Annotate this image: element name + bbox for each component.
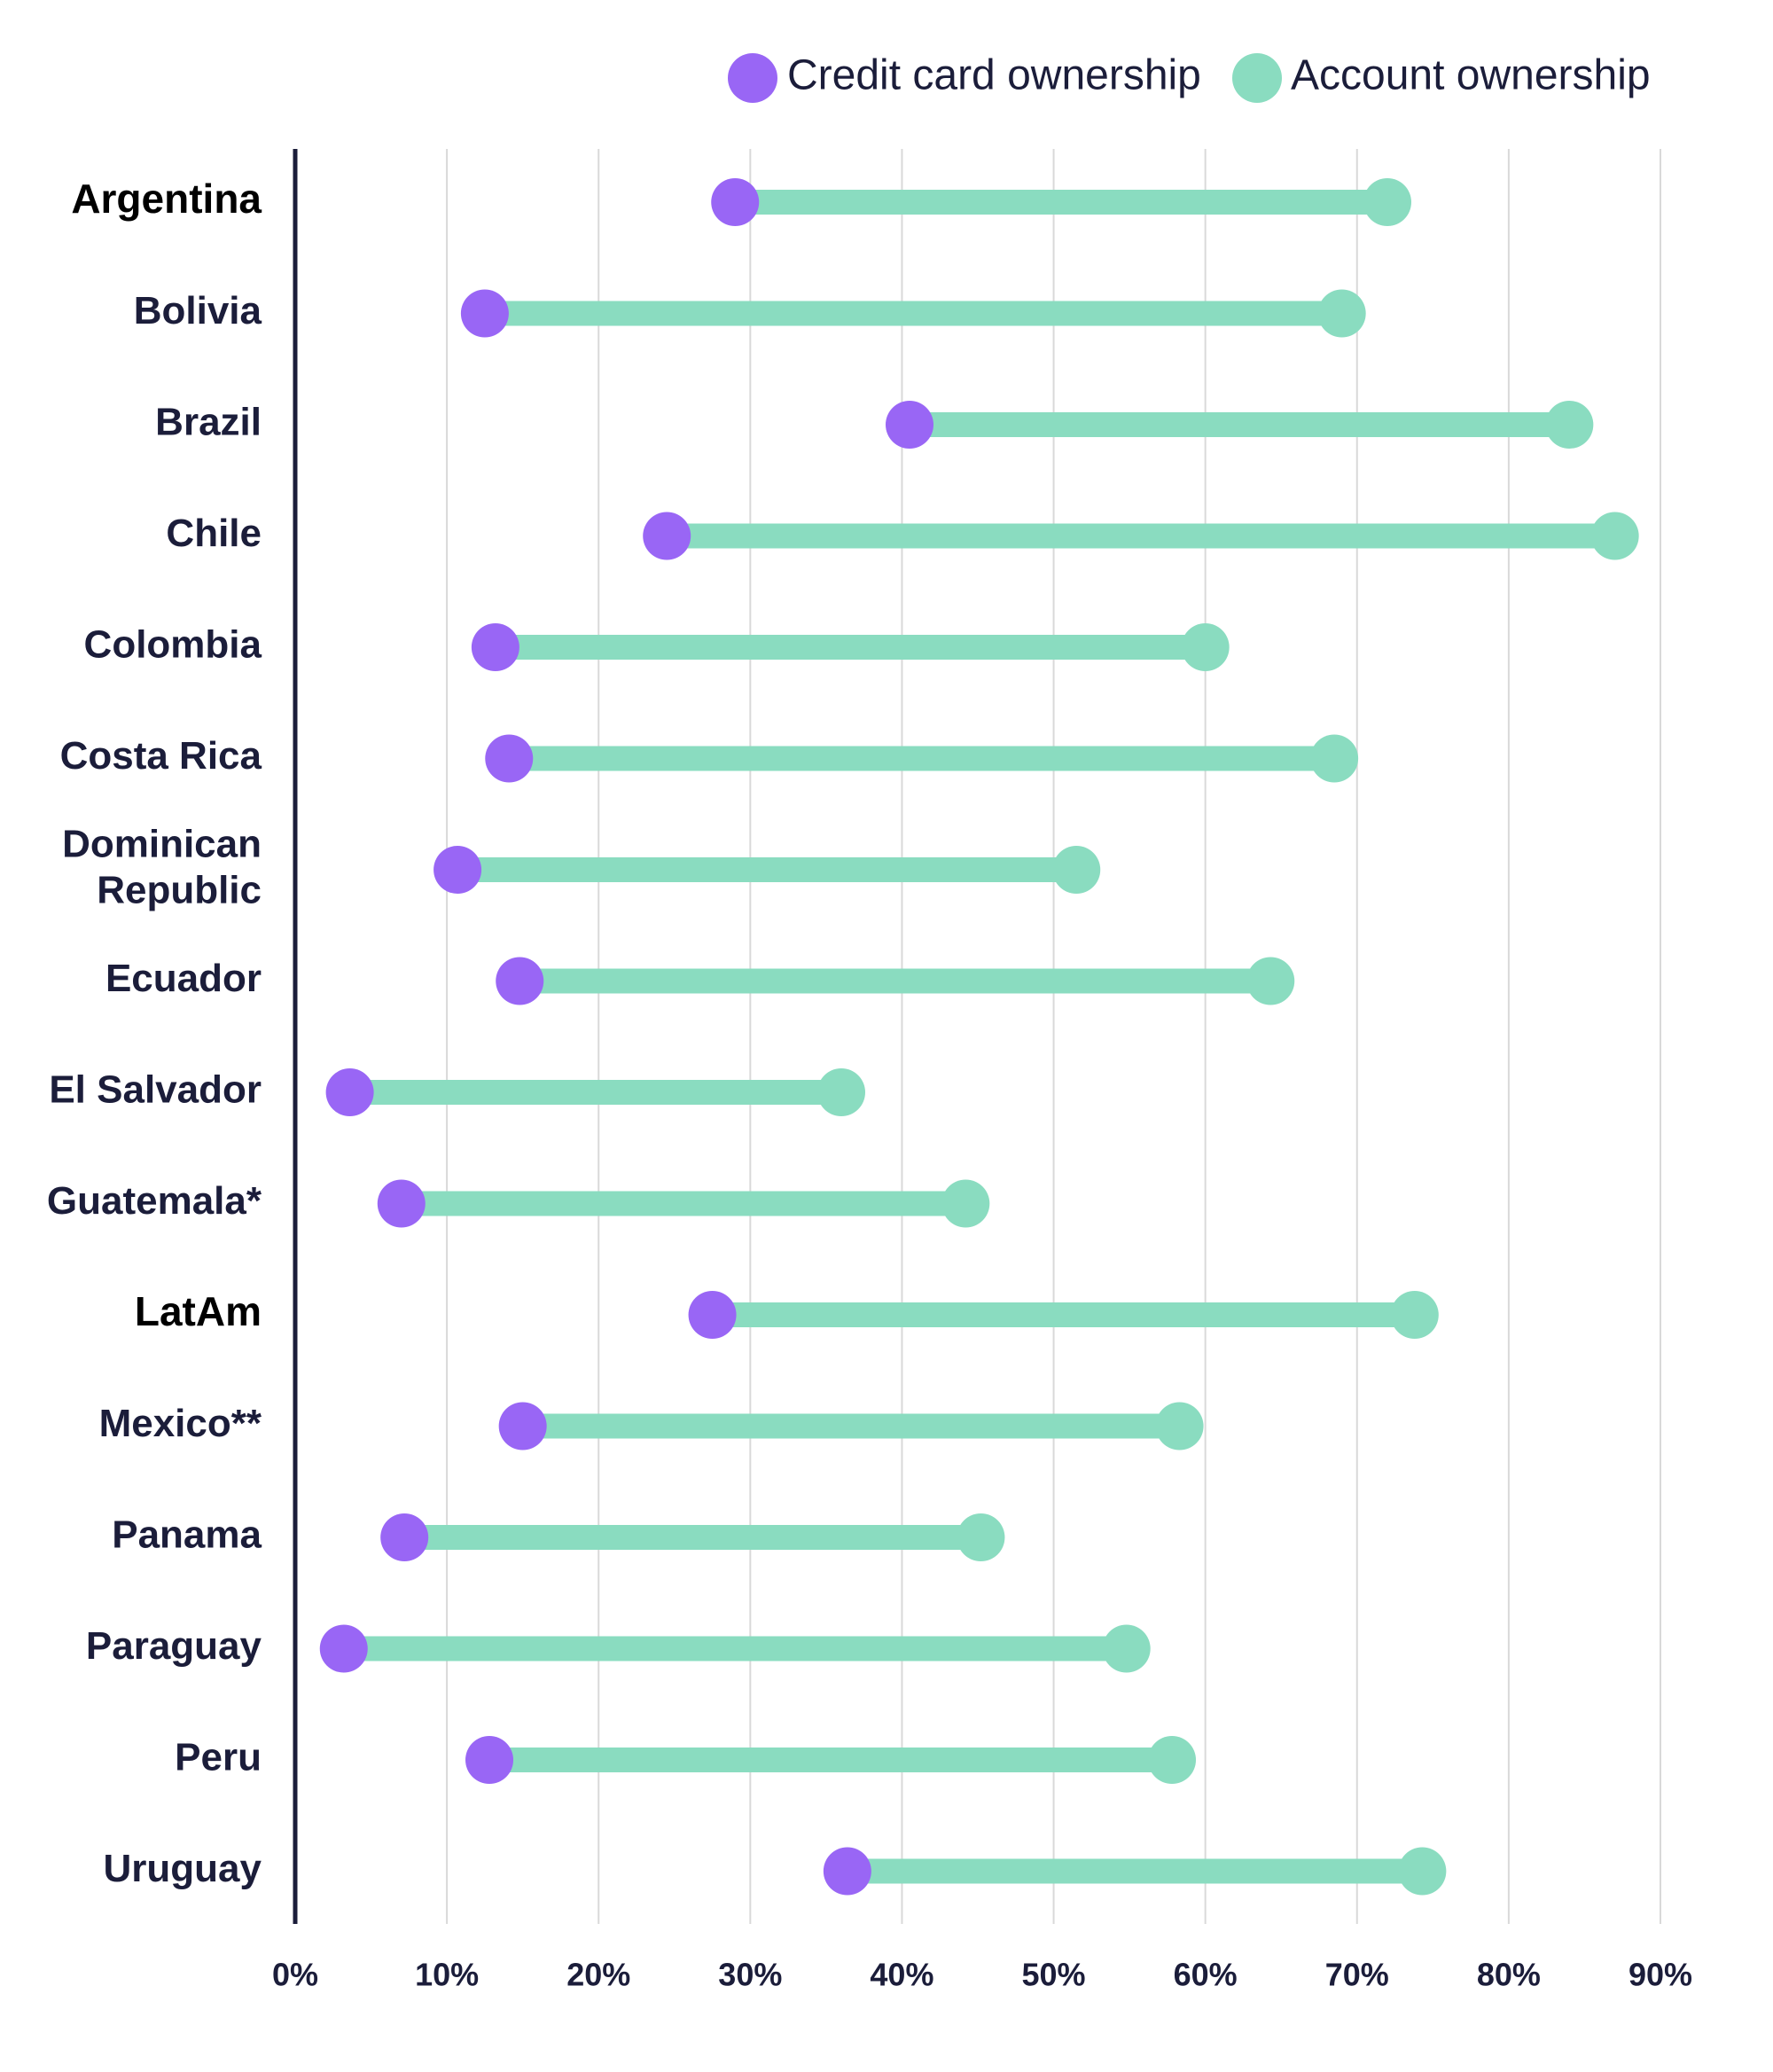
category-label: Brazil (155, 401, 262, 444)
account-ownership-point (817, 1068, 865, 1116)
x-tick-label: 20% (566, 1957, 630, 1993)
credit-card-ownership-point (433, 846, 482, 894)
category-label: LatAm (135, 1288, 262, 1334)
credit-card-ownership-point (460, 289, 509, 338)
category-label: El Salvador (49, 1068, 262, 1112)
x-tick-label: 40% (870, 1957, 933, 1993)
account-ownership-point (1398, 1847, 1447, 1896)
x-tick-label: 70% (1325, 1957, 1389, 1993)
credit-card-ownership-point (643, 512, 691, 560)
credit-card-ownership-point (377, 1179, 426, 1228)
account-ownership-point (1148, 1736, 1197, 1784)
category-label: Mexico** (99, 1402, 262, 1445)
credit-card-ownership-point (711, 178, 760, 226)
account-ownership-point (1246, 957, 1295, 1005)
credit-card-ownership-point (319, 1624, 368, 1673)
x-axis-ticks: 0% 10% 20% 30% 40% 50% 60% 70% 80% 90% (272, 1957, 1692, 1993)
account-ownership-point (1390, 1291, 1439, 1339)
credit-card-ownership-point (688, 1291, 737, 1339)
category-label: Panama (112, 1513, 262, 1557)
x-tick-label: 0% (272, 1957, 318, 1993)
dumbbell-bars (319, 178, 1639, 1896)
legend-credit-marker (728, 53, 777, 103)
account-ownership-point (941, 1179, 990, 1228)
category-label: Guatemala* (47, 1179, 262, 1223)
category-label: Ecuador (105, 957, 262, 1000)
credit-card-ownership-point (380, 1513, 429, 1561)
x-tick-label: 10% (415, 1957, 479, 1993)
account-ownership-point (1155, 1402, 1204, 1450)
legend-account-label: Account ownership (1291, 52, 1651, 99)
credit-card-ownership-point (325, 1068, 374, 1116)
account-ownership-point (1317, 289, 1366, 338)
credit-card-ownership-point (471, 623, 519, 671)
credit-card-ownership-point (465, 1736, 514, 1784)
x-tick-label: 30% (718, 1957, 782, 1993)
legend-credit-label: Credit card ownership (787, 52, 1201, 99)
credit-card-ownership-point (823, 1847, 871, 1896)
account-ownership-point (1545, 401, 1594, 449)
account-ownership-point (1590, 512, 1639, 560)
credit-card-ownership-point (498, 1402, 547, 1450)
credit-card-ownership-point (485, 734, 534, 783)
account-ownership-point (1363, 178, 1411, 226)
category-label: Dominican (62, 823, 262, 866)
credit-card-ownership-point (496, 957, 544, 1005)
category-label: Costa Rica (60, 734, 262, 778)
category-label: Republic (97, 869, 262, 912)
x-tick-label: 60% (1174, 1957, 1238, 1993)
account-ownership-point (1181, 623, 1230, 671)
category-labels: Argentina Bolivia Brazil Chile Colombia Costa… (47, 176, 262, 1890)
legend-account-marker (1232, 53, 1282, 103)
category-label: Bolivia (134, 289, 262, 332)
account-ownership-point (957, 1513, 1005, 1561)
category-label: Chile (166, 512, 262, 555)
legend: Credit card ownership Account ownership (728, 52, 1651, 103)
x-tick-label: 50% (1022, 1957, 1086, 1993)
x-tick-label: 90% (1629, 1957, 1692, 1993)
category-label: Paraguay (86, 1624, 262, 1668)
category-label: Uruguay (104, 1847, 262, 1890)
category-label: Colombia (84, 623, 262, 667)
category-label: Argentina (71, 176, 262, 222)
credit-card-ownership-point (886, 401, 933, 449)
x-tick-label: 80% (1477, 1957, 1541, 1993)
account-ownership-point (1310, 734, 1359, 783)
account-ownership-point (1052, 846, 1101, 894)
category-label: Peru (175, 1736, 262, 1779)
account-ownership-point (1102, 1624, 1151, 1673)
